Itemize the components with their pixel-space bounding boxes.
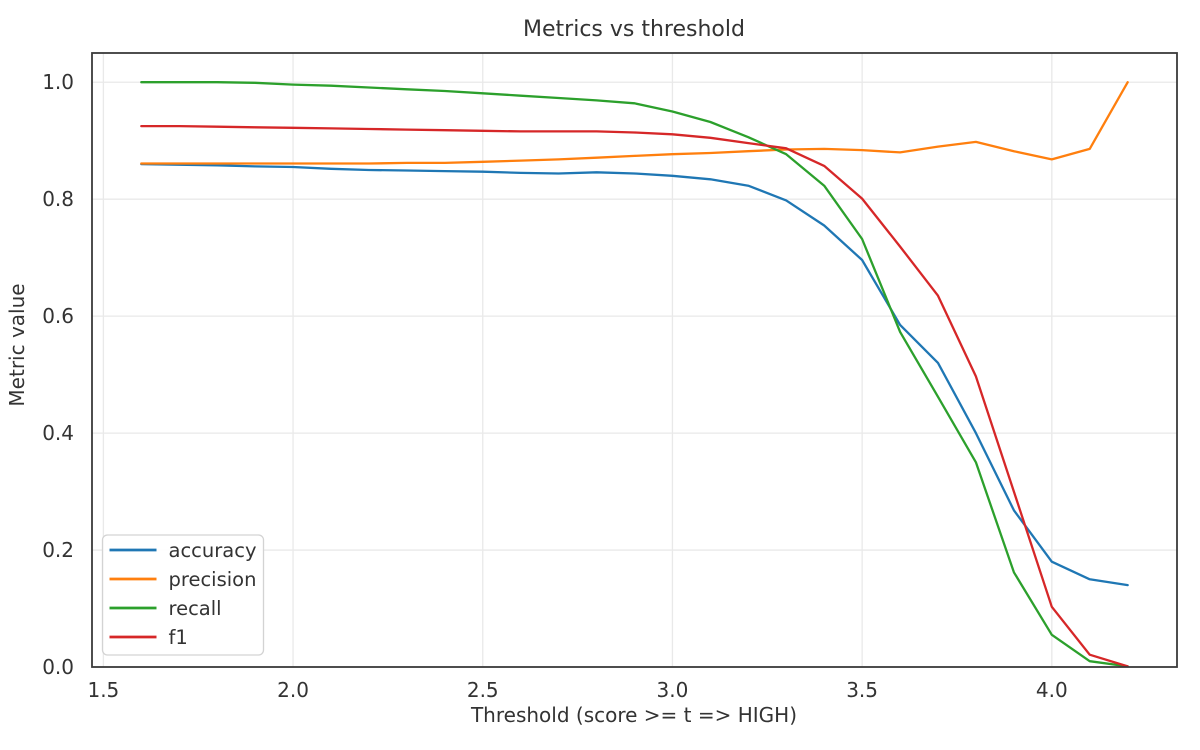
x-tick-label: 3.0 — [657, 678, 689, 702]
x-tick-label: 2.0 — [277, 678, 309, 702]
legend-label-f1: f1 — [169, 626, 188, 649]
x-tick-label: 4.0 — [1036, 678, 1068, 702]
plot-border — [91, 52, 1178, 668]
y-axis-label: Metric value — [5, 283, 29, 406]
legend-label-accuracy: accuracy — [169, 539, 257, 562]
y-tick-label: 0.4 — [42, 421, 74, 445]
series-line-precision — [140, 81, 1129, 165]
x-axis-label: Threshold (score >= t => HIGH) — [470, 703, 797, 727]
y-tick-label: 0.8 — [42, 187, 74, 211]
y-tick-label: 0.6 — [42, 304, 74, 328]
legend: accuracy precision recall f1 — [101, 534, 265, 656]
legend-label-precision: precision — [169, 568, 257, 591]
y-tick-label: 0.0 — [42, 655, 74, 679]
x-tick-label: 1.5 — [87, 678, 119, 702]
series-line-f1 — [140, 124, 1129, 668]
x-tick-labels: 1.5 2.0 2.5 3.0 3.5 4.0 — [87, 678, 1067, 702]
series-lines — [140, 81, 1129, 668]
series-line-recall — [140, 81, 1129, 668]
series-line-accuracy — [140, 162, 1129, 587]
y-tick-label: 1.0 — [42, 70, 74, 94]
y-tick-labels: 0.0 0.2 0.4 0.6 0.8 1.0 — [42, 70, 74, 679]
chart-title: Metrics vs threshold — [523, 17, 745, 42]
y-tick-label: 0.2 — [42, 538, 74, 562]
legend-label-recall: recall — [169, 597, 222, 620]
legend-box — [101, 534, 265, 656]
x-tick-label: 2.5 — [467, 678, 499, 702]
x-tick-label: 3.5 — [846, 678, 878, 702]
